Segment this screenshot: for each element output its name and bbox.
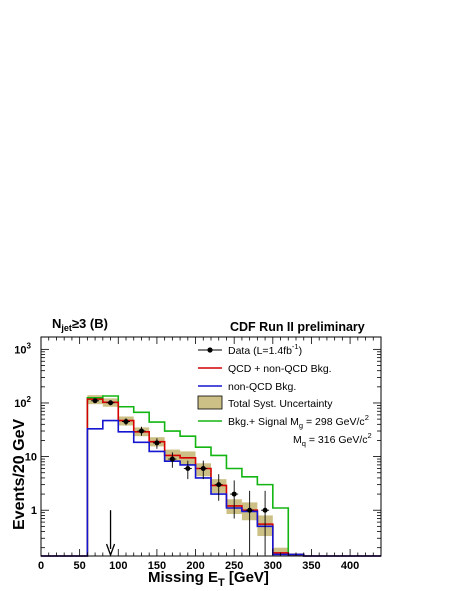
data-point — [138, 428, 144, 434]
legend-mq-label: Mq = 316 GeV/c2 — [293, 431, 372, 448]
data-point — [262, 507, 268, 513]
data-point — [169, 456, 175, 462]
x-axis-label: Missing ET [GeV] — [148, 569, 269, 589]
x-tick-label: 300 — [264, 560, 282, 572]
y-tick-label: 1 — [31, 505, 37, 517]
selection-label: Njet≥3 (B) — [52, 316, 108, 333]
x-tick-label: 100 — [109, 560, 127, 572]
series-1-histogram — [41, 419, 381, 557]
x-tick-label: 400 — [341, 560, 359, 572]
chart-title: CDF Run II preliminary — [230, 320, 365, 334]
x-tick-label: 50 — [74, 560, 86, 572]
x-tick-label: 0 — [38, 560, 44, 572]
data-point — [216, 482, 222, 488]
legend-qcd-entry: QCD + non-QCD Bkg. — [198, 363, 332, 375]
data-point — [247, 507, 253, 513]
legend-signal-entry: Bkg.+ Signal Mg = 298 GeV/c2 — [198, 413, 369, 430]
data-point — [231, 491, 237, 497]
legend-syst-label: Total Syst. Uncertainty — [228, 398, 333, 410]
legend: Data (L=1.4fb-1) QCD + non-QCD Bkg. non-… — [197, 342, 372, 448]
histogram-layer — [41, 395, 381, 557]
x-tick-label: 150 — [148, 560, 166, 572]
y-tick-label: 10 — [25, 452, 37, 464]
data-point — [92, 398, 98, 404]
data-point — [108, 400, 114, 406]
series-2-histogram — [41, 395, 381, 557]
data-point — [200, 465, 206, 471]
uncertainty-bin — [272, 547, 289, 555]
x-tick-label: 250 — [225, 560, 243, 572]
x-tick-label: 200 — [186, 560, 204, 572]
axes-layer: 0 50 100 150 200 250 300 350 400 1 10 102 103 — [14, 336, 382, 572]
x-tick-label: 350 — [302, 560, 320, 572]
data-point — [154, 440, 160, 446]
legend-qcd-label: QCD + non-QCD Bkg. — [228, 363, 332, 375]
y-tick-label: 103 — [14, 341, 31, 356]
y-tick-label: 102 — [14, 395, 31, 410]
legend-syst-entry: Total Syst. Uncertainty — [197, 395, 333, 410]
legend-nonqcd-entry: non-QCD Bkg. — [198, 381, 296, 393]
legend-nonqcd-label: non-QCD Bkg. — [228, 381, 296, 393]
legend-data-entry: Data (L=1.4fb-1) — [198, 342, 302, 357]
data-point — [123, 419, 129, 425]
legend-signal-label: Bkg.+ Signal Mg = 298 GeV/c2 — [228, 413, 369, 430]
data-points-layer — [91, 398, 270, 555]
legend-data-label: Data (L=1.4fb-1) — [228, 342, 302, 357]
y-axis-label: Events/20 GeV — [11, 419, 28, 531]
data-point — [185, 465, 191, 471]
